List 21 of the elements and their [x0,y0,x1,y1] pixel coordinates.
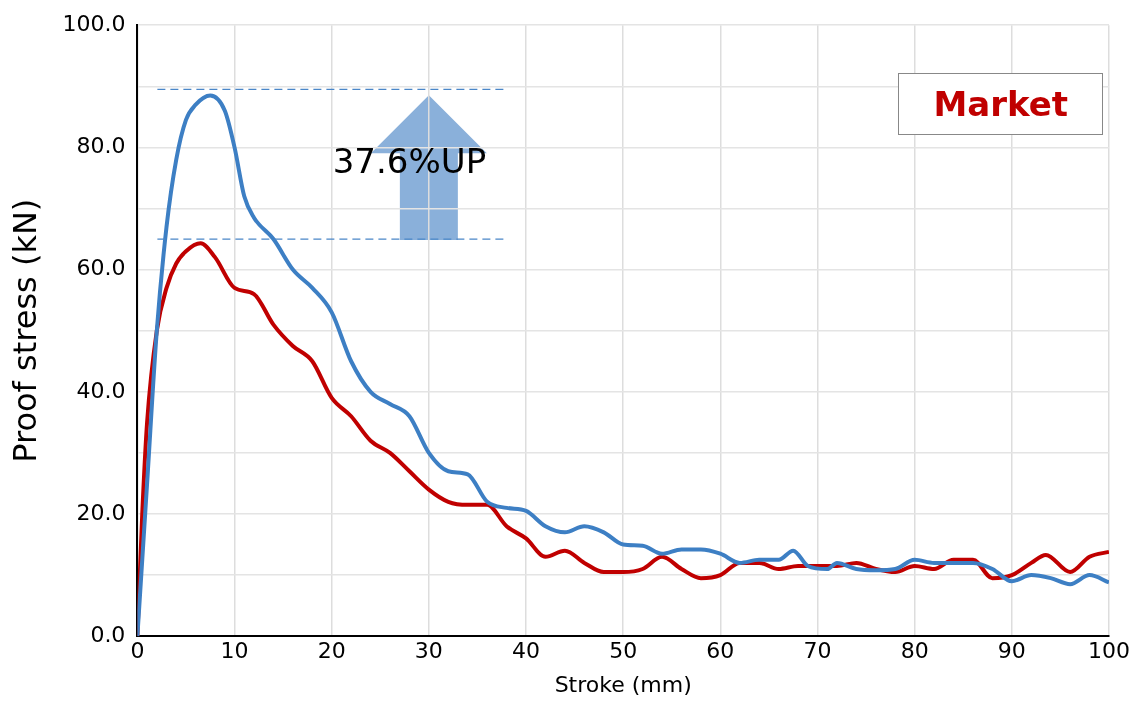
y-tick-label: 60.0 [76,255,126,281]
y-axis-title: Proof stress (kN) [5,198,44,463]
y-tick-label: 100.0 [62,10,126,36]
x-tick-label: 80 [900,638,929,664]
y-tick-label: 20.0 [76,499,126,525]
y-tick-label: 0.0 [90,621,126,647]
y-tick-label: 80.0 [76,133,126,159]
x-tick-label: 90 [997,638,1026,664]
text: Market [933,84,1069,125]
x-tick-label: 60 [706,638,735,664]
x-tick-label: 50 [609,638,638,664]
x-tick-label: 70 [803,638,832,664]
x-tick-label: 20 [317,638,346,664]
y-tick-label: 40.0 [76,377,126,403]
x-tick-label: 40 [512,638,541,664]
x-axis-title: Stroke (mm) [554,671,692,697]
x-tick-label: 100 [1088,638,1130,664]
x-tick-label: 30 [414,638,443,664]
x-tick-label: 0 [130,638,145,664]
x-tick-label: 10 [220,638,249,664]
annotation: 37.6%UP [332,141,487,182]
